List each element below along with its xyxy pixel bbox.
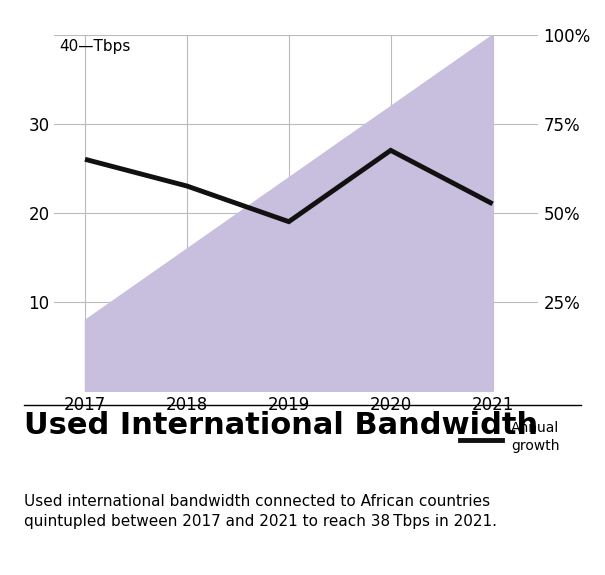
- Text: 40—Tbps: 40—Tbps: [59, 39, 131, 54]
- Text: Used International Bandwidth: Used International Bandwidth: [24, 411, 538, 440]
- Text: Annual
growth: Annual growth: [511, 421, 560, 453]
- Text: Used international bandwidth connected to African countries
quintupled between 2: Used international bandwidth connected t…: [24, 494, 497, 530]
